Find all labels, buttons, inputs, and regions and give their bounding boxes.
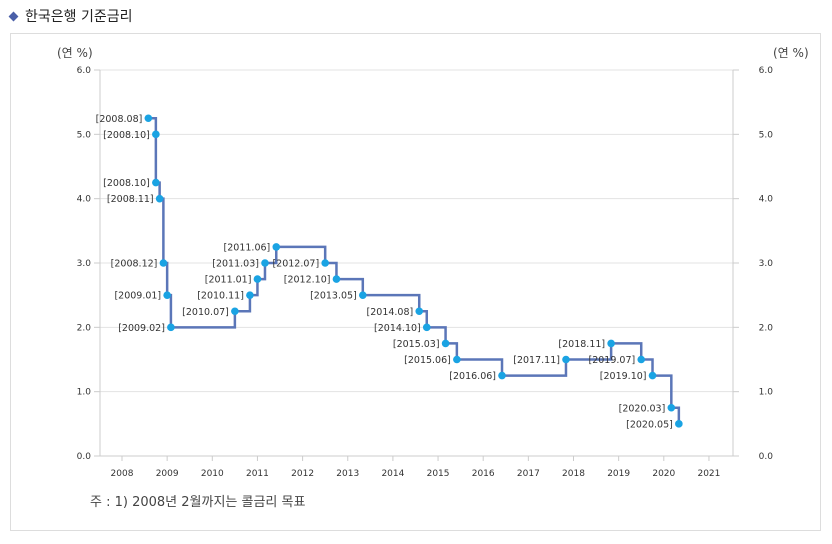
x-tick-label: 2010 (201, 469, 224, 479)
data-label: [2008.08] (96, 114, 143, 125)
x-tick-label: 2018 (562, 469, 585, 479)
y-tick-label-right: 2.0 (759, 323, 774, 333)
data-label: [2013.05] (310, 291, 357, 302)
data-label: [2015.06] (404, 355, 451, 366)
data-label: [2008.10] (103, 130, 150, 141)
data-point (152, 130, 160, 139)
data-point (321, 259, 329, 267)
data-point (607, 339, 615, 348)
data-point (246, 291, 254, 299)
y-tick-label-right: 4.0 (759, 195, 774, 205)
y-tick-label: 2.0 (77, 323, 92, 333)
data-label: [2010.11] (197, 291, 244, 302)
data-label: [2008.12] (111, 259, 158, 270)
data-label: [2014.08] (367, 307, 414, 318)
x-tick-label: 2013 (336, 469, 359, 479)
data-point (152, 178, 160, 187)
data-label: [2016.06] (449, 371, 496, 382)
data-point (332, 275, 341, 283)
y-tick-label-right: 6.0 (759, 66, 774, 76)
x-tick-label: 2017 (517, 469, 540, 479)
x-tick-label: 2011 (246, 469, 269, 479)
data-point (441, 339, 450, 348)
y-tick-label: 3.0 (77, 259, 92, 269)
chart-title-text: 한국은행 기준금리 (25, 9, 133, 25)
data-label: [2011.06] (224, 242, 271, 253)
chart-frame (10, 33, 821, 531)
data-label: [2014.10] (374, 323, 421, 334)
data-point (261, 259, 269, 267)
y-tick-label: 1.0 (77, 388, 92, 398)
y-tick-label-right: 0.0 (759, 452, 774, 462)
data-point (637, 355, 646, 364)
data-point (163, 291, 171, 299)
x-tick-label: 2008 (111, 469, 134, 479)
data-point (159, 259, 168, 267)
y-tick-label-right: 5.0 (759, 130, 774, 140)
data-label: [2011.03] (212, 259, 259, 270)
x-tick-label: 2016 (472, 469, 495, 479)
chart-title: 한국은행 기준금리 (8, 6, 133, 26)
x-tick-label: 2021 (697, 469, 720, 479)
x-tick-label: 2019 (607, 469, 630, 479)
data-point (155, 194, 164, 203)
x-tick-label: 2015 (427, 469, 450, 479)
data-point (648, 371, 657, 380)
y-tick-label: 6.0 (77, 66, 92, 76)
data-label: [2008.10] (103, 178, 150, 189)
data-point (231, 307, 239, 316)
data-point (144, 114, 153, 123)
y-tick-label-right: 1.0 (759, 388, 774, 398)
data-point (415, 307, 424, 316)
data-label: [2019.07] (589, 355, 636, 366)
data-label: [2008.11] (107, 194, 154, 205)
y-tick-label: 5.0 (77, 130, 92, 140)
data-label: [2010.07] (182, 307, 229, 318)
data-label: [2009.02] (118, 323, 165, 334)
data-point (562, 355, 570, 364)
y-axis-label: (연 %) (57, 46, 93, 60)
y-tick-label-right: 3.0 (759, 259, 774, 269)
data-point (498, 371, 506, 380)
data-label: [2009.01] (114, 291, 161, 302)
footnote: 주 : 1) 2008년 2월까지는 콜금리 목표 (90, 495, 306, 510)
data-point (453, 355, 461, 364)
y-tick-label: 0.0 (77, 452, 92, 462)
data-label: [2015.03] (393, 339, 440, 350)
data-label: [2020.05] (626, 419, 673, 430)
data-label: [2020.03] (619, 403, 666, 414)
data-label: [2018.11] (558, 339, 605, 350)
y-tick-label: 4.0 (77, 195, 92, 205)
data-point (167, 323, 175, 332)
data-point (667, 403, 676, 412)
x-tick-label: 2014 (381, 469, 404, 479)
data-label: [2011.01] (205, 275, 252, 286)
data-point (253, 275, 262, 283)
data-label: [2012.10] (284, 275, 331, 286)
x-tick-label: 2020 (652, 469, 675, 479)
y-axis-label-right: (연 %) (773, 46, 809, 60)
data-label: [2019.10] (600, 371, 647, 382)
data-point (272, 243, 281, 251)
x-tick-label: 2009 (156, 469, 179, 479)
data-point (675, 420, 683, 428)
data-label: [2012.07] (272, 259, 319, 270)
data-point (422, 323, 431, 332)
data-point (359, 291, 367, 299)
x-tick-label: 2012 (291, 469, 314, 479)
data-label: [2017.11] (513, 355, 560, 366)
